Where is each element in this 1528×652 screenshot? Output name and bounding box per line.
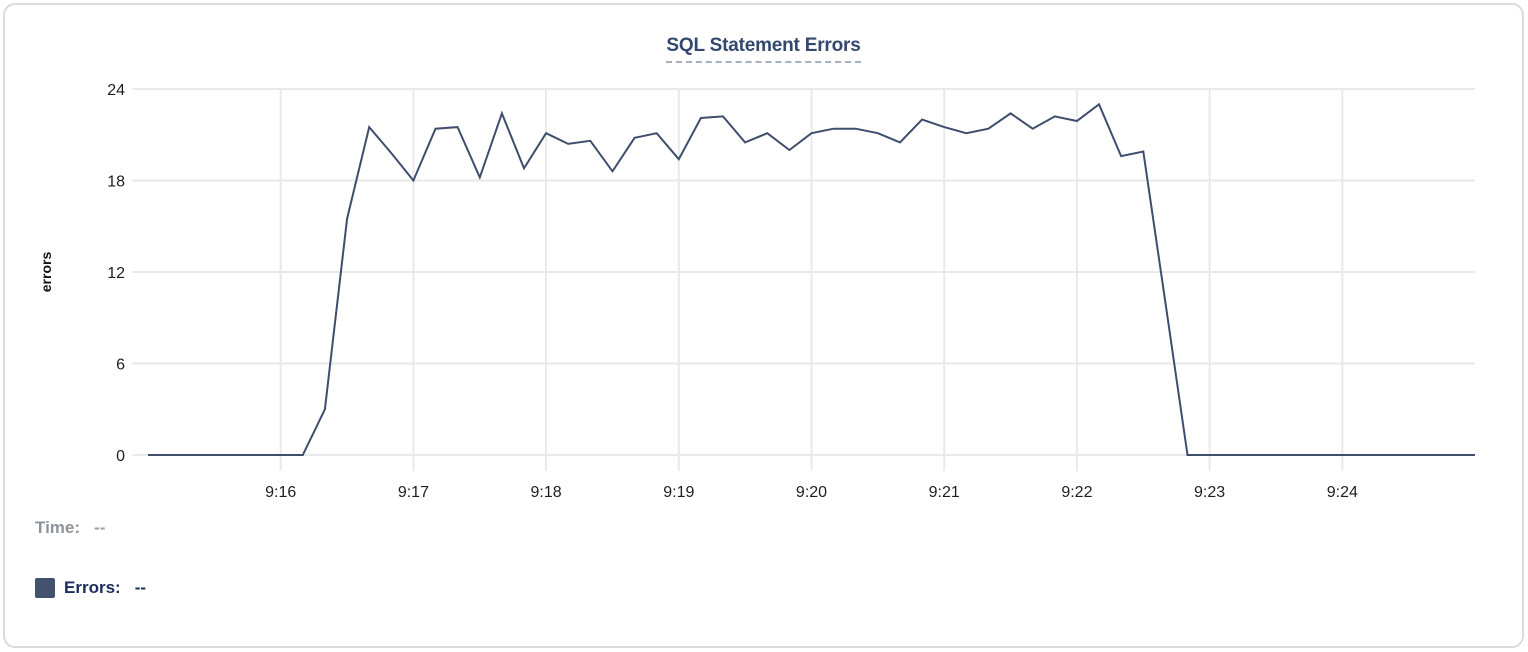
- chart-header: SQL Statement Errors: [5, 35, 1522, 63]
- x-tick-label: 9:20: [796, 484, 827, 501]
- y-tick-label: 0: [116, 448, 125, 465]
- errors-series-value: --: [134, 578, 147, 597]
- chart-legend: Time: -- Errors: --: [35, 516, 146, 600]
- errors-series-label: Errors:: [64, 578, 121, 597]
- errors-series-line[interactable]: [148, 102, 1475, 456]
- chart-card: SQL Statement Errors 0 6 12 18 24 9:16 9:17 9:1…: [3, 3, 1524, 648]
- x-tick-label: 9:21: [929, 484, 960, 501]
- y-tick-label: 24: [107, 82, 125, 99]
- time-label: Time:: [35, 518, 81, 537]
- x-tick-label: 9:16: [265, 484, 296, 501]
- y-tick-label: 12: [107, 265, 125, 282]
- time-value: --: [94, 518, 106, 537]
- legend-errors-row[interactable]: Errors: --: [35, 576, 146, 600]
- chart-title[interactable]: SQL Statement Errors: [666, 35, 861, 63]
- errors-legend-swatch: [35, 578, 55, 598]
- x-tick-label: 9:22: [1061, 484, 1092, 501]
- x-tick-label: 9:24: [1327, 484, 1358, 501]
- y-tick-label: 6: [116, 357, 125, 374]
- y-tick-label: 18: [107, 174, 125, 191]
- y-axis-label: errors: [38, 252, 54, 293]
- x-tick-label: 9:17: [398, 484, 429, 501]
- x-tick-label: 9:19: [663, 484, 694, 501]
- x-tick-label: 9:18: [531, 484, 562, 501]
- sql-errors-line-chart[interactable]: 0 6 12 18 24 9:16 9:17 9:18 9:19 9:20 9:21 9:22 9:23…: [5, 5, 1528, 510]
- x-tick-label: 9:23: [1194, 484, 1225, 501]
- tooltip-time-row: Time: --: [35, 516, 146, 540]
